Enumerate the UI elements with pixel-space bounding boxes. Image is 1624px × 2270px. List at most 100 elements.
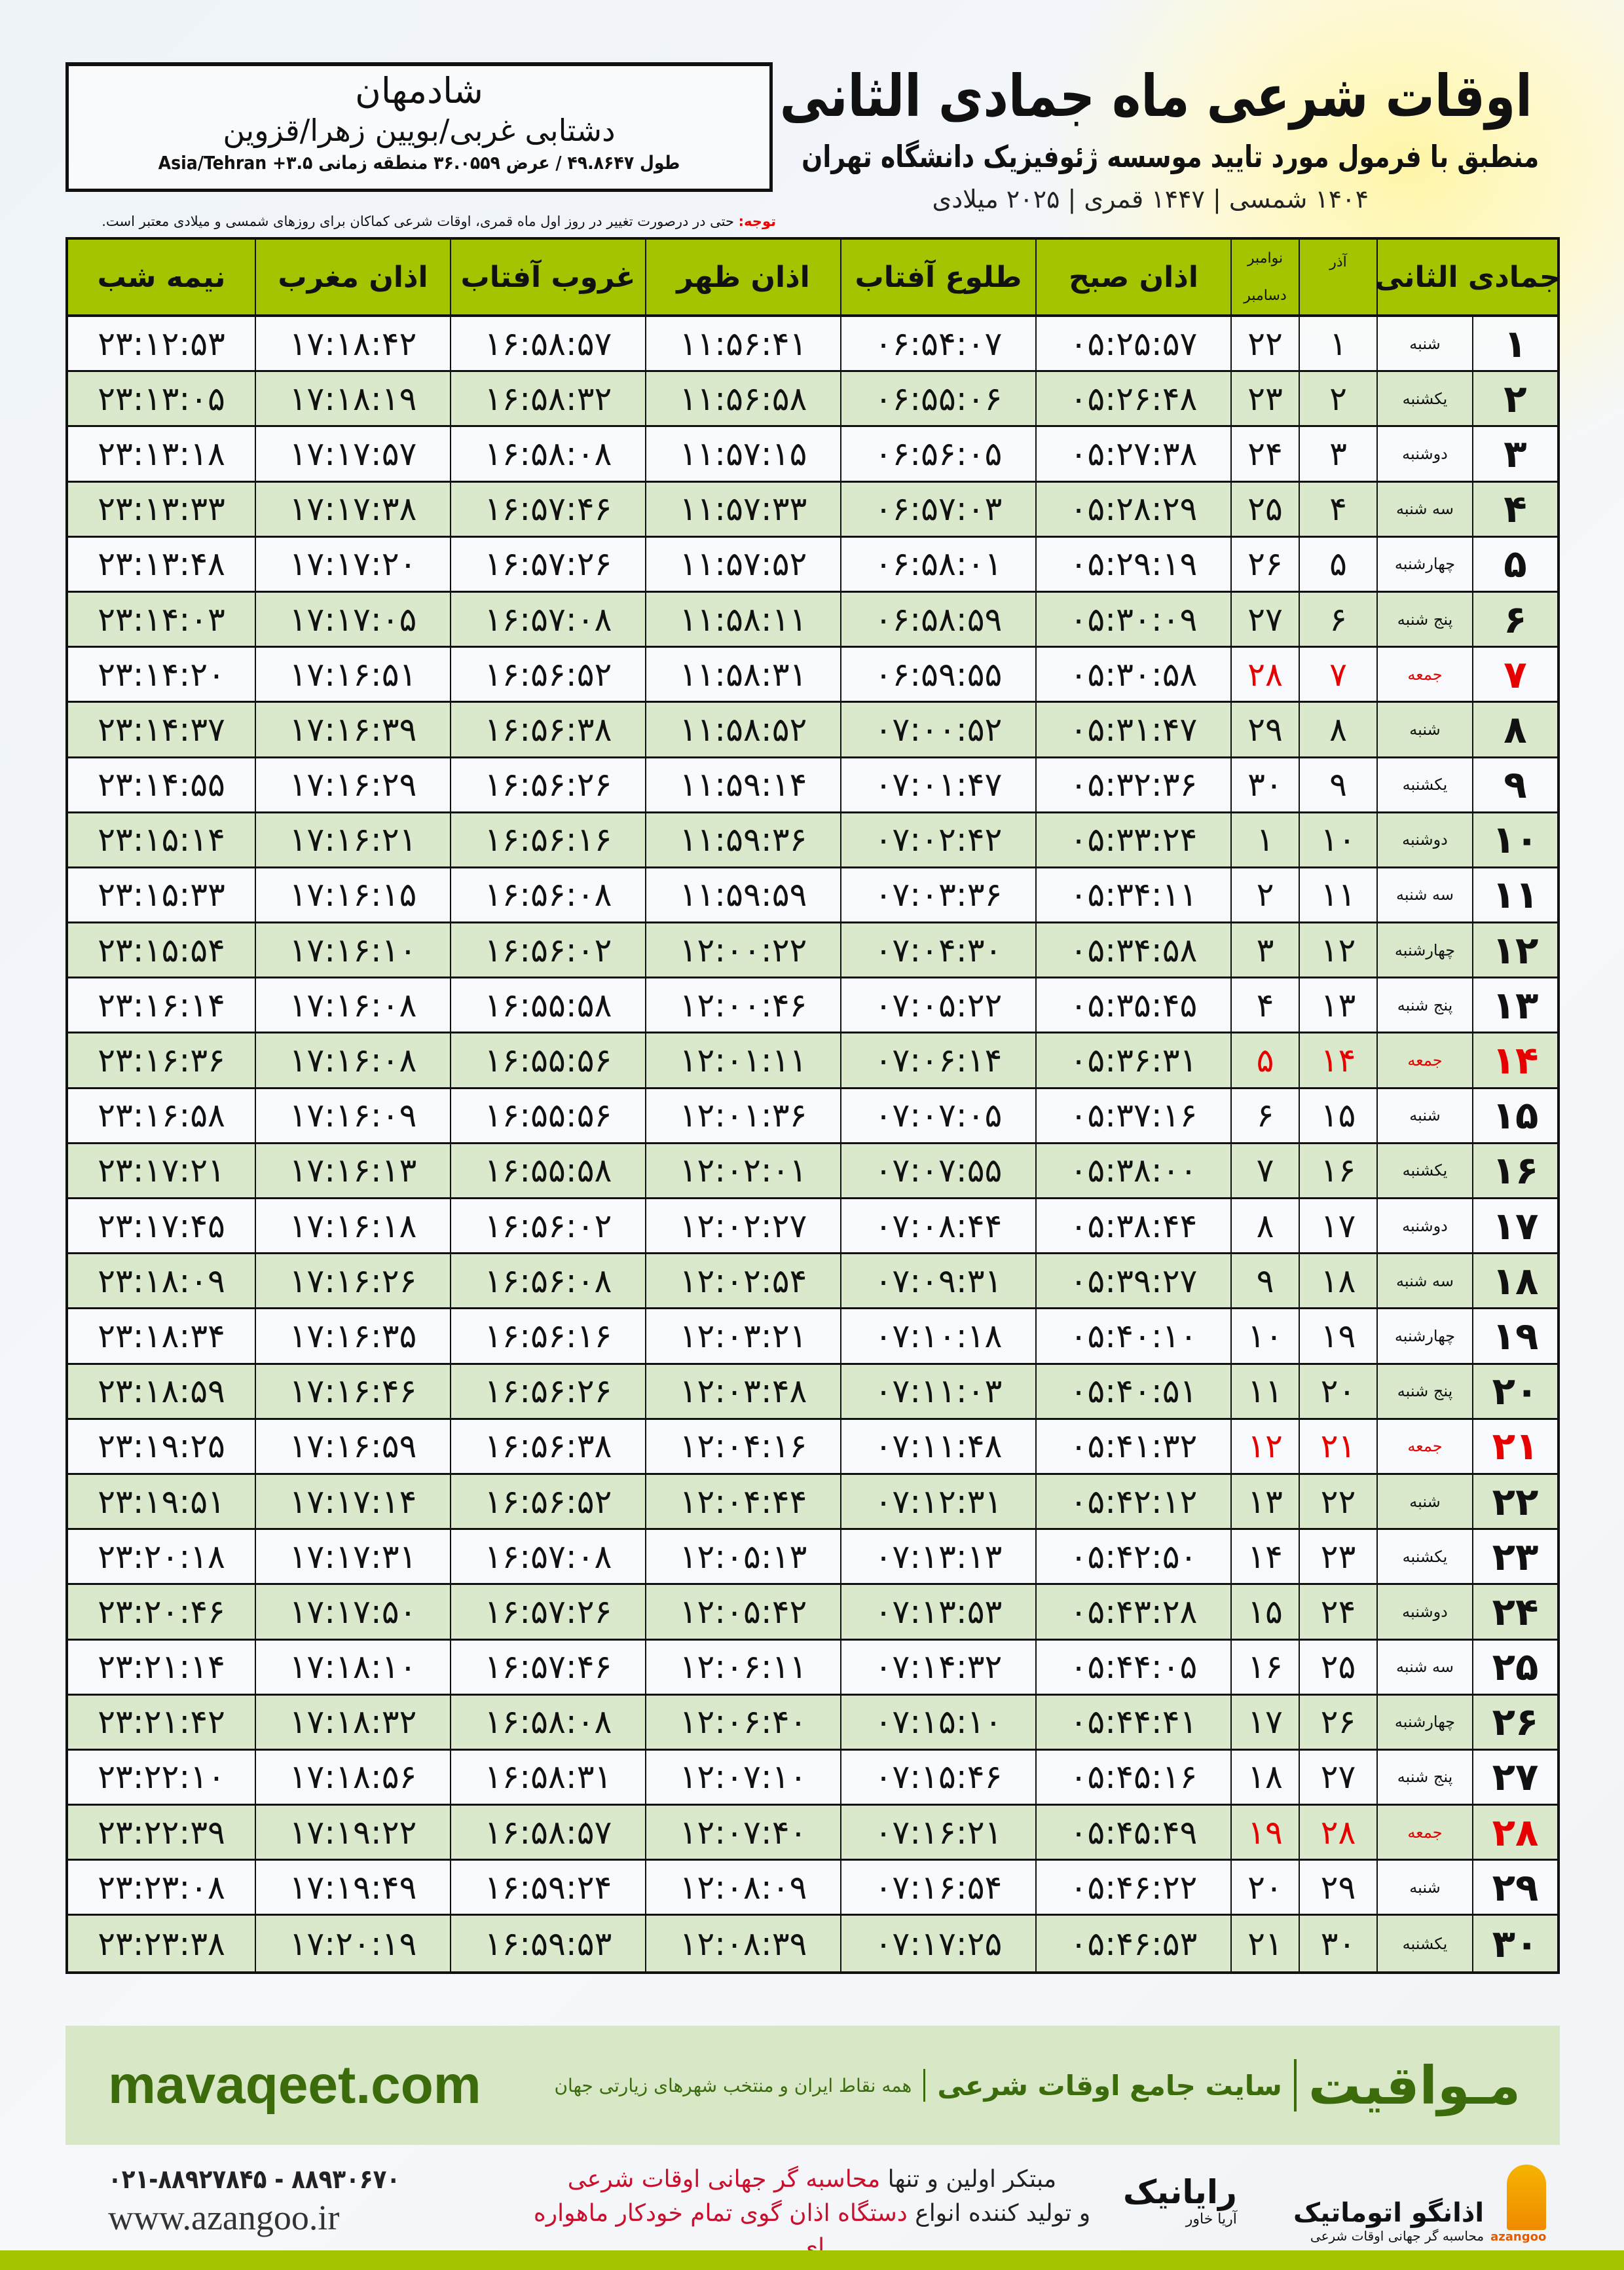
azangoo-sub: محاسبه گر جهانی اوقات شرعی [1310, 2228, 1485, 2244]
gregorian-day-cell: ۱۲ [1230, 1419, 1299, 1473]
sunset-cell: ۱۶:۵۸:۳۱ [450, 1750, 645, 1804]
gregorian-day-cell: ۷ [1230, 1144, 1299, 1197]
header-gregorian: نوامبر دسامبر [1230, 240, 1299, 314]
hijri-day-cell: ۱۶ [1472, 1144, 1557, 1197]
sunrise-cell: ۰۷:۰۱:۴۷ [840, 758, 1035, 811]
midnight-cell: ۲۳:۱۹:۵۱ [98, 1482, 227, 1521]
maghrib-cell: ۱۷:۱۸:۱۰ [255, 1640, 450, 1694]
weekday-cell: سه شنبه [1376, 482, 1472, 536]
azar-day-cell: ۲۳ [1299, 1530, 1376, 1584]
sunset-cell: ۱۶:۵۶:۰۸ [450, 1254, 645, 1308]
sunset-cell: ۱۶:۵۷:۴۶ [450, 1640, 645, 1694]
mavaqeet-banner: mavaqeet.com مـواقیت سایت جامع اوقات شرع… [65, 2026, 1560, 2145]
weekday-cell: جمعه [1376, 648, 1472, 701]
maghrib-cell: ۱۷:۱۶:۳۵ [255, 1309, 450, 1363]
table-body: ۱ شنبه ۱ ۲۲ ۰۵:۲۵:۵۷ ۰۶:۵۴:۰۷ ۱۱:۵۶:۴۱ ۱۶:۵۸:۵۷… [68, 317, 1557, 1971]
table-row: ۳۰ یکشنبه ۳۰ ۲۱ ۰۵:۴۶:۵۳ ۰۷:۱۷:۲۵ ۱۲:۰۸:۳۹ ۱۶:۵… [68, 1916, 1557, 1971]
table-row: ۱۷ دوشنبه ۱۷ ۸ ۰۵:۳۸:۴۴ ۰۷:۰۸:۴۴ ۱۲:۰۲:۲۷ ۱۶:۵۶… [68, 1199, 1557, 1255]
fajr-cell: ۰۵:۳۷:۱۶ [1035, 1088, 1230, 1142]
azar-day-cell: ۶ [1299, 592, 1376, 646]
sunrise-cell: ۰۷:۱۲:۳۱ [840, 1474, 1035, 1529]
dhuhr-cell: ۱۱:۵۸:۳۱ [645, 648, 840, 701]
dhuhr-cell: ۱۲:۰۴:۱۶ [645, 1419, 840, 1473]
azangoo-name: اذانگو اتوماتیک [1293, 2198, 1485, 2228]
table-row: ۲۴ دوشنبه ۲۴ ۱۵ ۰۵:۴۳:۲۸ ۰۷:۱۳:۵۳ ۱۲:۰۵:۴۲ ۱۶:۵… [68, 1585, 1557, 1641]
gregorian-day-cell: ۲۸ [1230, 648, 1299, 701]
promo-line1b: محاسبه گر جهانی اوقات شرعی [567, 2166, 881, 2193]
weekday-cell: سه شنبه [1376, 1254, 1472, 1308]
midnight-cell: ۲۳:۱۴:۵۵ [98, 766, 227, 804]
weekday-cell: پنج شنبه [1376, 592, 1472, 646]
azar-day-cell: ۱۲ [1299, 923, 1376, 977]
sunset-cell: ۱۶:۵۹:۵۳ [450, 1916, 645, 1971]
header-sunrise: طلوع آفتاب [840, 240, 1035, 314]
fajr-cell: ۰۵:۳۶:۳۱ [1035, 1033, 1230, 1087]
gregorian-day-cell: ۵ [1230, 1033, 1299, 1087]
table-row: ۴ سه شنبه ۴ ۲۵ ۰۵:۲۸:۲۹ ۰۶:۵۷:۰۳ ۱۱:۵۷:۳۳ ۱۶:۵۷… [68, 482, 1557, 538]
dhuhr-cell: ۱۲:۰۵:۱۳ [645, 1530, 840, 1584]
location-box: شادمهان دشتابی غربی/بویین زهرا/قزوین طول… [65, 62, 773, 192]
fajr-cell: ۰۵:۴۴:۴۱ [1035, 1695, 1230, 1749]
azar-day-cell: ۱۱ [1299, 868, 1376, 922]
sunset-cell: ۱۶:۵۵:۵۸ [450, 978, 645, 1032]
header-fajr: اذان صبح [1035, 240, 1230, 314]
sunset-cell: ۱۶:۵۶:۳۸ [450, 1419, 645, 1473]
sunrise-cell: ۰۶:۵۴:۰۷ [840, 317, 1035, 371]
sunrise-cell: ۰۷:۱۶:۵۴ [840, 1861, 1035, 1914]
rayanik-sub: آریا خاور [1185, 2211, 1237, 2227]
midnight-cell: ۲۳:۱۶:۳۶ [98, 1041, 227, 1080]
midnight-cell: ۲۳:۲۳:۳۸ [98, 1924, 227, 1963]
hijri-day-cell: ۱۰ [1472, 813, 1557, 866]
azangoo-mosque-icon: azangoo [1490, 2165, 1547, 2244]
table-row: ۲ یکشنبه ۲ ۲۳ ۰۵:۲۶:۴۸ ۰۶:۵۵:۰۶ ۱۱:۵۶:۵۸ ۱۶:۵۸:… [68, 372, 1557, 428]
website-url[interactable]: www.azangoo.ir [108, 2198, 340, 2237]
table-row: ۱۱ سه شنبه ۱۱ ۲ ۰۵:۳۴:۱۱ ۰۷:۰۳:۳۶ ۱۱:۵۹:۵۹ ۱۶:۵… [68, 868, 1557, 924]
midnight-cell: ۲۳:۱۶:۵۸ [98, 1096, 227, 1135]
sunrise-cell: ۰۷:۰۴:۳۰ [840, 923, 1035, 977]
sunrise-cell: ۰۶:۵۸:۰۱ [840, 537, 1035, 591]
midnight-cell: ۲۳:۱۴:۲۰ [98, 655, 227, 694]
sunrise-cell: ۰۷:۰۸:۴۴ [840, 1199, 1035, 1253]
table-row: ۲۲ شنبه ۲۲ ۱۳ ۰۵:۴۲:۱۲ ۰۷:۱۲:۳۱ ۱۲:۰۴:۴۴ ۱۶:۵۶:… [68, 1474, 1557, 1531]
tagline-sub: همه نقاط ایران و منتخب شهرهای زیارتی جها… [554, 2074, 912, 2096]
weekday-cell: جمعه [1376, 1419, 1472, 1473]
site-url[interactable]: mavaqeet.com [108, 2055, 481, 2115]
hijri-day-cell: ۲۷ [1472, 1750, 1557, 1804]
banner-brand-group: مـواقیت سایت جامع اوقات شرعی همه نقاط ای… [554, 2055, 1521, 2116]
brand-name: مـواقیت [1308, 2055, 1521, 2116]
table-row: ۲۸ جمعه ۲۸ ۱۹ ۰۵:۴۵:۴۹ ۰۷:۱۶:۲۱ ۱۲:۰۷:۴۰ ۱۶:۵۸:… [68, 1806, 1557, 1861]
dhuhr-cell: ۱۱:۵۸:۵۲ [645, 703, 840, 756]
dhuhr-cell: ۱۲:۰۲:۲۷ [645, 1199, 840, 1253]
sunrise-cell: ۰۷:۰۰:۵۲ [840, 703, 1035, 756]
maghrib-cell: ۱۷:۱۶:۰۸ [255, 978, 450, 1032]
midnight-cell: ۲۳:۱۵:۱۴ [98, 821, 227, 859]
sunrise-cell: ۰۷:۱۱:۰۳ [840, 1364, 1035, 1418]
dhuhr-cell: ۱۱:۵۸:۱۱ [645, 592, 840, 646]
weekday-cell: یکشنبه [1376, 758, 1472, 811]
midnight-cell: ۲۳:۱۳:۰۵ [98, 379, 227, 418]
page-subtitle: منطبق با فرمول مورد تایید موسسه ژئوفیزیک… [801, 139, 1539, 174]
sunset-cell: ۱۶:۵۵:۵۶ [450, 1088, 645, 1142]
maghrib-cell: ۱۷:۱۷:۳۸ [255, 482, 450, 536]
hijri-day-cell: ۱۹ [1472, 1309, 1557, 1363]
midnight-cell: ۲۳:۱۸:۵۹ [98, 1372, 227, 1411]
azar-day-cell: ۱۴ [1299, 1033, 1376, 1087]
maghrib-cell: ۱۷:۱۶:۲۱ [255, 813, 450, 866]
midnight-cell: ۲۳:۱۳:۱۸ [98, 434, 227, 473]
gregorian-day-cell: ۲ [1230, 868, 1299, 922]
rayanik-logo: رایانیک آریا خاور [1123, 2173, 1237, 2227]
sunset-cell: ۱۶:۵۸:۳۲ [450, 372, 645, 426]
sunrise-cell: ۰۷:۱۳:۵۳ [840, 1585, 1035, 1639]
dhuhr-cell: ۱۱:۵۷:۱۵ [645, 427, 840, 481]
fajr-cell: ۰۵:۳۴:۱۱ [1035, 868, 1230, 922]
dhuhr-cell: ۱۱:۵۶:۴۱ [645, 317, 840, 371]
azar-day-cell: ۲ [1299, 372, 1376, 426]
separator [1293, 2059, 1297, 2112]
fajr-cell: ۰۵:۴۶:۵۳ [1035, 1916, 1230, 1971]
azar-day-cell: ۲۸ [1299, 1806, 1376, 1859]
weekday-cell: دوشنبه [1376, 1585, 1472, 1639]
hijri-day-cell: ۱۴ [1472, 1033, 1557, 1087]
azar-day-cell: ۲۶ [1299, 1695, 1376, 1749]
sunset-cell: ۱۶:۵۷:۲۶ [450, 1585, 645, 1639]
table-row: ۸ شنبه ۸ ۲۹ ۰۵:۳۱:۴۷ ۰۷:۰۰:۵۲ ۱۱:۵۸:۵۲ ۱۶:۵۶:۳۸… [68, 703, 1557, 758]
